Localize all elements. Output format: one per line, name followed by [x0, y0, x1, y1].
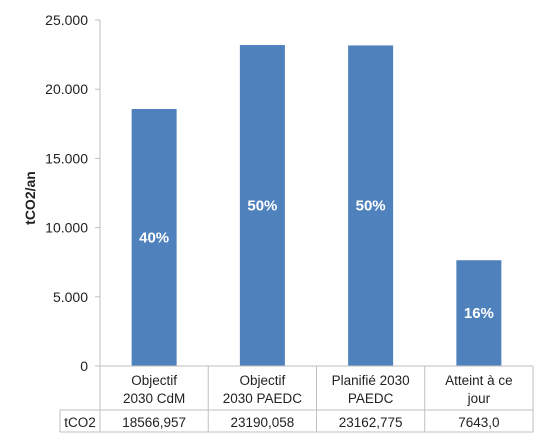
y-axis-title: tCO2/an — [22, 171, 38, 225]
x-category-label: 2030 PAEDC — [223, 391, 303, 406]
x-category-label: 2030 CdM — [123, 391, 185, 406]
x-category-label: Atteint à ce — [445, 373, 513, 388]
bar — [456, 260, 502, 366]
data-label: 50% — [356, 198, 386, 215]
x-category-label: jour — [467, 391, 491, 406]
bar — [239, 45, 285, 367]
bar — [131, 109, 177, 366]
bar — [348, 45, 394, 367]
data-label: 16% — [464, 305, 494, 322]
table-value-cell: 7643,0 — [458, 415, 499, 430]
y-tick-label: 15.000 — [45, 150, 88, 166]
y-tick-label: 0 — [80, 358, 88, 374]
x-category-label: PAEDC — [348, 391, 394, 406]
table-value-cell: 23162,775 — [339, 415, 403, 430]
y-tick-label: 25.000 — [45, 12, 88, 28]
table-value-cell: 23190,058 — [230, 415, 294, 430]
y-tick-label: 20.000 — [45, 81, 88, 97]
y-axis-title-group: tCO2/an — [22, 171, 38, 225]
data-label: 50% — [247, 198, 277, 215]
x-category-label: Objectif — [239, 373, 285, 388]
y-tick-label: 10.000 — [45, 220, 88, 236]
data-label: 40% — [139, 230, 169, 247]
x-category-label: Objectif — [131, 373, 177, 388]
table-value-cell: 18566,957 — [122, 415, 186, 430]
table-row-label: tCO2 — [64, 415, 96, 430]
y-tick-label: 5.000 — [53, 289, 88, 305]
x-category-label: Planifié 2030 — [332, 373, 410, 388]
